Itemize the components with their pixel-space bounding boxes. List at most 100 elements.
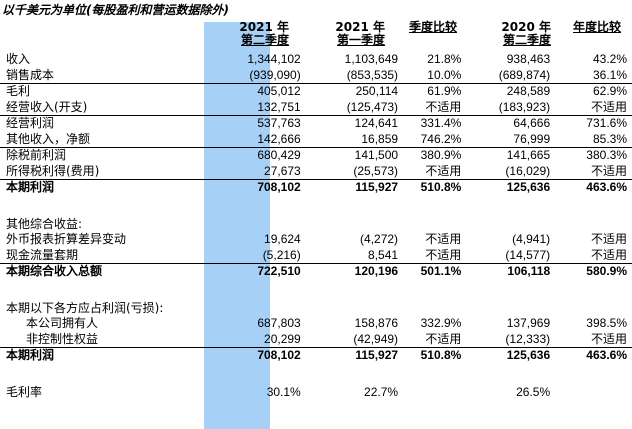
- cell-value: (25,573): [353, 163, 399, 178]
- cell-value: 137,969: [506, 316, 551, 330]
- header-yoy-label: 年度比较: [572, 20, 621, 34]
- cell-value: 405,012: [220, 83, 308, 100]
- cell-value: 124,641: [307, 115, 404, 132]
- table-row: 收入 1,344,102 1,103,649 21.8% 938,463 43.2%: [0, 52, 632, 68]
- table-row: 外币报表折算差异变动 19,624 (4,272) 不适用 (4,941) 不适用: [0, 232, 632, 248]
- cell-value: 10.0%: [427, 67, 462, 82]
- cell-value: 8,541: [368, 247, 399, 262]
- header-2020-q2: 2020 年 第二季度: [467, 21, 551, 47]
- table-row: 本期以下各方应占利润(亏损):: [0, 301, 632, 317]
- cell-value: 不适用: [590, 247, 627, 262]
- cell-value: 36.1%: [592, 67, 627, 82]
- row-label: 经营收入(开支): [6, 99, 88, 114]
- cell-value: 398.5%: [586, 316, 627, 330]
- row-label: 收入: [6, 52, 31, 66]
- cell-value: (12,333): [505, 331, 551, 346]
- cell-value: (853,535): [346, 67, 399, 82]
- cell-value: 158,876: [354, 316, 399, 330]
- cell-value: 1,103,649: [344, 52, 399, 66]
- row-label: 毛利: [0, 83, 221, 100]
- cell-value: [554, 301, 632, 317]
- cell-value: (125,473): [346, 99, 399, 114]
- cell-value: 708,102: [220, 347, 308, 364]
- cell-value: [220, 217, 307, 233]
- cell-value: [403, 217, 466, 233]
- row-label: 外币报表折算差异变动: [6, 232, 127, 246]
- header-qoq: 季度比较: [395, 21, 457, 34]
- table-row: 本公司拥有人 687,803 158,876 332.9% 137,969 398.5%: [0, 316, 632, 332]
- cell-value: 不适用: [425, 247, 462, 262]
- header-2021-q2-quarter: 第二季度: [240, 33, 289, 47]
- table-row: 非控制性权益 20,299 (42,949) 不适用 (12,333) 不适用: [0, 332, 632, 348]
- cell-value: 731.6%: [554, 115, 632, 132]
- table-row: 毛利率 30.1% 22.7% 26.5%: [0, 385, 632, 401]
- cell-value: 85.3%: [592, 131, 627, 146]
- cell-value: 380.3%: [554, 147, 632, 164]
- cell-value: 76,999: [513, 131, 551, 146]
- table-row: 其他综合收益:: [0, 217, 632, 233]
- table-row: 毛利 405,012 250,114 61.9% 248,589 62.9%: [0, 83, 632, 100]
- cell-value: 不适用: [590, 163, 627, 178]
- header-2021-q1: 2021 年 第一季度: [300, 21, 385, 47]
- cell-value: 19,624: [264, 232, 301, 246]
- cell-value: (5,216): [262, 247, 301, 262]
- table-row: 经营利润 537,763 124,641 331.4% 64,666 731.6%: [0, 115, 632, 132]
- cell-value: 938,463: [506, 52, 551, 66]
- cell-value: 332.9%: [420, 316, 462, 330]
- cell-value: [554, 217, 632, 233]
- cell-value: 142,666: [257, 131, 301, 146]
- cell-value: 331.4%: [403, 115, 467, 132]
- row-label: 本期以下各方应占利润(亏损):: [6, 300, 164, 315]
- cell-value: 250,114: [307, 83, 404, 100]
- cell-value: 501.1%: [403, 263, 467, 280]
- cell-value: 22.7%: [364, 384, 399, 399]
- cell-value: 不适用: [425, 232, 462, 246]
- cell-value: (42,949): [353, 331, 399, 346]
- cell-value: 不适用: [590, 99, 627, 114]
- cell-value: [220, 301, 307, 317]
- cell-value: 1,344,102: [247, 52, 301, 66]
- cell-value: [403, 301, 466, 317]
- table-row: 本期综合收入总额 722,510 120,196 501.1% 106,118 580.9…: [0, 263, 632, 280]
- cell-value: 不适用: [425, 163, 462, 178]
- row-label: 其他收入，净额: [6, 131, 91, 146]
- spacer-row: [0, 364, 632, 385]
- table-row: 本期利润 708,102 115,927 510.8% 125,636 463.6%: [0, 347, 632, 364]
- cell-value: 不适用: [590, 232, 627, 246]
- header-2021-q2: 2021 年 第二季度: [205, 21, 289, 47]
- cell-value: 61.9%: [403, 83, 467, 100]
- cell-value: 21.8%: [427, 52, 462, 66]
- spacer-row: [0, 280, 632, 301]
- cell-value: [308, 217, 403, 233]
- cell-value: 106,118: [466, 263, 555, 280]
- cell-value: [466, 301, 554, 317]
- income-statement-table: 收入 1,344,102 1,103,649 21.8% 938,463 43.2% 销售成…: [0, 52, 632, 400]
- cell-value: 746.2%: [420, 131, 462, 146]
- cell-value: (689,874): [498, 67, 551, 82]
- cell-value: 248,589: [466, 83, 555, 100]
- cell-value: (16,029): [505, 163, 551, 178]
- table-row: 其他收入，净额 142,666 16,859 746.2% 76,999 85.3%: [0, 132, 632, 148]
- cell-value: (4,272): [360, 232, 399, 246]
- row-label: 非控制性权益: [26, 331, 99, 346]
- cell-value: 43.2%: [592, 52, 627, 66]
- cell-value: 680,429: [220, 147, 308, 164]
- row-label: 本期综合收入总额: [0, 263, 221, 280]
- cell-value: [308, 301, 403, 317]
- cell-value: 141,500: [307, 147, 404, 164]
- table-row: 现金流量套期 (5,216) 8,541 不适用 (14,577) 不适用: [0, 248, 632, 264]
- cell-value: 20,299: [264, 331, 301, 346]
- row-label: 销售成本: [6, 67, 55, 82]
- cell-value: (183,923): [498, 99, 551, 114]
- cell-value: [466, 217, 554, 233]
- cell-value: 722,510: [220, 263, 308, 280]
- cell-value: 30.1%: [266, 384, 301, 399]
- cell-value: 27,673: [264, 163, 301, 178]
- header-yoy: 年度比较: [560, 21, 621, 34]
- cell-value: 120,196: [307, 263, 404, 280]
- cell-value: 380.9%: [403, 147, 467, 164]
- cell-value: 64,666: [466, 115, 555, 132]
- spacer-row: [0, 196, 632, 217]
- row-label: 其他综合收益:: [6, 216, 83, 231]
- header-2021-q2-year: 2021 年: [239, 20, 289, 34]
